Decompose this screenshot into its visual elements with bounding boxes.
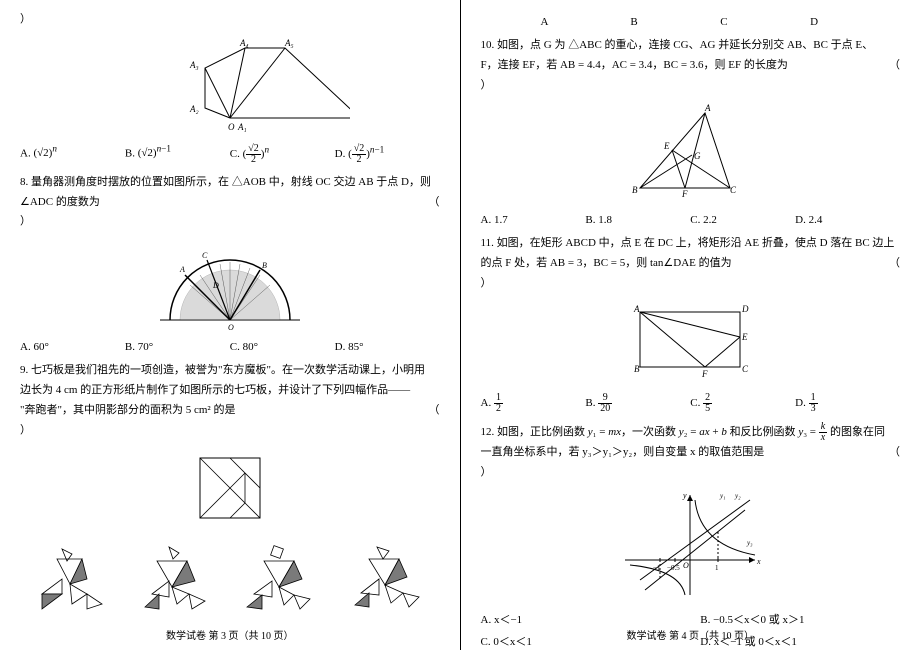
q11-num: 11. <box>481 237 494 249</box>
q8-opt-b: B. 70° <box>125 341 230 353</box>
footer-left: 数学试卷 第 3 页（共 10 页） <box>0 627 460 642</box>
svg-text:O: O <box>683 561 689 570</box>
svg-text:A₅: A₅ <box>284 38 294 48</box>
q8-opt-c: C. 80° <box>230 341 335 353</box>
svg-text:A₄: A₄ <box>239 38 249 48</box>
svg-text:B: B <box>262 261 267 270</box>
q8-num: 8. <box>20 176 28 188</box>
q8-opt-d: D. 85° <box>335 341 440 353</box>
svg-text:E: E <box>741 332 748 342</box>
svg-text:G: G <box>694 151 701 161</box>
q8-figure: A B C D O <box>20 240 440 333</box>
svg-text:−0.5: −0.5 <box>667 564 680 572</box>
top-row: A B C D <box>481 16 901 28</box>
q9: 9. 七巧板是我们祖先的一项创造，被誉为"东方魔板"。在一次数学活动课上，小明用… <box>20 361 440 619</box>
q11: 11. 如图，在矩形 ABCD 中，点 E 在 DC 上，将矩形沿 AE 折叠，… <box>481 234 901 413</box>
q9-runners <box>20 539 440 619</box>
svg-text:y₁: y₁ <box>719 492 726 500</box>
footer-right: 数学试卷 第 4 页（共 10 页） <box>461 627 920 642</box>
right-column: A B C D 10. 如图，点 G 为 △ABC 的重心，连接 CG、AG 并… <box>461 0 920 650</box>
q9-text: 七巧板是我们祖先的一项创造，被誉为"东方魔板"。在一次数学活动课上，小明用 <box>31 364 425 376</box>
q12-figure: x y O −1 −0.5 1 y₁ y₂ y₃ <box>481 490 901 603</box>
svg-text:C: C <box>730 185 737 195</box>
q9-text3: "奔跑者"，其中阴影部分的面积为 5 cm² 的是 <box>20 404 235 416</box>
svg-text:C: C <box>742 364 749 374</box>
q7-opt-d: D. (√22)n−1 <box>335 144 440 165</box>
q10-options: A. 1.7 B. 1.8 C. 2.2 D. 2.4 <box>481 214 901 226</box>
svg-text:A₂: A₂ <box>189 104 199 114</box>
svg-text:B: B <box>634 364 640 374</box>
svg-text:1: 1 <box>715 564 719 572</box>
q8-options: A. 60° B. 70° C. 80° D. 85° <box>20 341 440 353</box>
q11-options: A. 12 B. 920 C. 25 D. 13 <box>481 393 901 414</box>
q7-figure: O A₁ A₂ A₃ A₄ A₅ A₆ <box>20 38 440 136</box>
q10-num: 10. <box>481 39 495 51</box>
svg-text:O: O <box>228 122 235 132</box>
svg-text:D: D <box>741 304 749 314</box>
q12: 12. 如图，正比例函数 y₁ = mx，一次函数 y₂ = ax + b 和反… <box>481 422 901 650</box>
left-column: ） O A₁ A₂ A₃ A₄ A₅ A₆ A. (√ <box>0 0 461 650</box>
svg-text:y: y <box>682 491 687 500</box>
svg-text:C: C <box>202 251 208 260</box>
q10-text2: F，连接 EF，若 AB = 4.4，AC = 3.4，BC = 3.6，则 E… <box>481 59 788 71</box>
svg-text:x: x <box>756 557 761 566</box>
q7-paren: ） <box>20 10 440 30</box>
q8: 8. 量角器测角度时摆放的位置如图所示，在 △AOB 中，射线 OC 交边 AB… <box>20 173 440 353</box>
q12-opt-a: A. x＜−1 <box>481 611 681 627</box>
q10: 10. 如图，点 G 为 △ABC 的重心，连接 CG、AG 并延长分别交 AB… <box>481 36 901 226</box>
svg-text:A: A <box>704 103 711 113</box>
q12-num: 12. <box>481 426 495 438</box>
paren: （ <box>429 193 440 213</box>
q12-opt-b: B. −0.5＜x＜0 或 x＞1 <box>700 611 900 627</box>
runner-c <box>242 539 322 619</box>
q9-text2: 边长为 4 cm 的正方形纸片制作了如图所示的七巧板，并设计了下列四幅作品—— <box>20 384 410 396</box>
svg-text:A₁: A₁ <box>237 122 247 132</box>
q12-text2: 一直角坐标系中，若 y₃＞y₁＞y₂，则自变量 x 的取值范围是 <box>481 446 765 458</box>
svg-text:E: E <box>663 141 670 151</box>
q7-opt-c: C. (√22)n <box>230 144 335 165</box>
q7-options: A. (√2)n B. (√2)n−1 C. (√22)n D. (√22)n−… <box>20 144 440 165</box>
svg-text:F: F <box>681 189 688 199</box>
runner-a <box>32 539 112 619</box>
q10-text: 如图，点 G 为 △ABC 的重心，连接 CG、AG 并延长分别交 AB、BC … <box>497 39 873 51</box>
q11-figure: A D E B C F <box>481 302 901 385</box>
q11-text2: 的点 F 处，若 AB = 3，BC = 5，则 tan∠DAE 的值为 <box>481 257 732 269</box>
svg-text:A: A <box>633 304 640 314</box>
q7-opt-b: B. (√2)n−1 <box>125 144 230 165</box>
runner-d <box>347 539 427 619</box>
paren: （ <box>429 401 440 421</box>
svg-text:B: B <box>632 185 638 195</box>
q8-opt-a: A. 60° <box>20 341 125 353</box>
svg-text:O: O <box>228 323 234 330</box>
svg-text:y₂: y₂ <box>734 492 741 500</box>
q10-figure: A B C E F G <box>481 103 901 206</box>
q9-tangram-figure <box>20 448 440 531</box>
q9-num: 9. <box>20 364 28 376</box>
q8-text: 量角器测角度时摆放的位置如图所示，在 △AOB 中，射线 OC 交边 AB 于点… <box>31 176 431 188</box>
q8-text2: ∠ADC 的度数为 <box>20 196 100 208</box>
svg-text:A: A <box>179 265 185 274</box>
runner-b <box>137 539 217 619</box>
svg-text:D: D <box>212 281 219 290</box>
q7-opt-a: A. (√2)n <box>20 144 125 165</box>
svg-text:F: F <box>701 369 708 379</box>
svg-text:A₃: A₃ <box>189 60 199 70</box>
q11-text: 如图，在矩形 ABCD 中，点 E 在 DC 上，将矩形沿 AE 折叠，使点 D… <box>497 237 895 249</box>
svg-text:y₃: y₃ <box>746 539 753 547</box>
